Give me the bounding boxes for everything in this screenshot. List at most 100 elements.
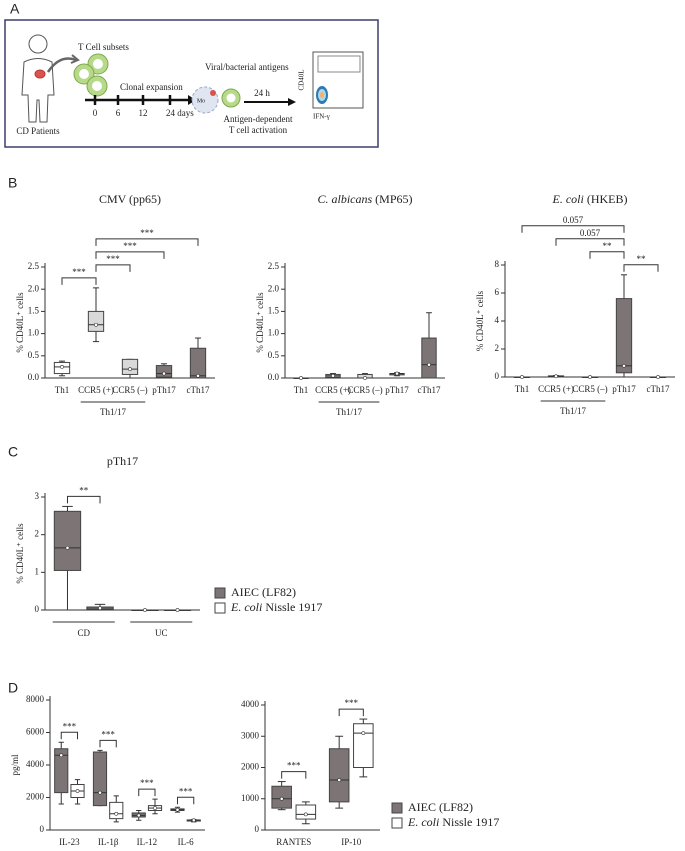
y-tick-label: 6 [495, 287, 500, 297]
y-tick-label: 2.0 [28, 283, 40, 293]
x-tick-label: CCR5 (+) [315, 385, 351, 395]
y-tick-label: 1.0 [268, 328, 280, 338]
significance-label: *** [345, 698, 359, 708]
median-point [59, 753, 64, 758]
y-tick-label: 1 [35, 566, 40, 576]
significance-label: *** [63, 721, 77, 731]
y-tick-label: 1.0 [28, 328, 40, 338]
median-point [191, 818, 196, 823]
legend-swatch [391, 802, 403, 814]
flow-y-label: CD40L [298, 70, 306, 91]
y-tick-label: 0.0 [28, 372, 40, 382]
chart-title-part: (HKEB) [584, 192, 628, 206]
monocyte-icon [191, 86, 241, 114]
chart-title: E. coli (HKEB) [552, 192, 628, 206]
legend-swatch [214, 587, 226, 599]
legend-label-part: Nissle 1917 [262, 600, 322, 614]
median-point [60, 364, 64, 369]
significance-bracket [99, 739, 117, 748]
significance-bracket [60, 731, 79, 740]
significance-bracket [589, 251, 625, 259]
box [54, 748, 69, 794]
patients-label: CD Patients [16, 126, 60, 136]
y-tick-label: 0 [40, 824, 45, 834]
x-tick-label: CD [77, 628, 90, 638]
significance-bracket [338, 708, 364, 717]
legend-label-part: E. coli [230, 600, 262, 614]
y-tick-label: 1.5 [28, 305, 40, 315]
legend-label-part: E. coli [407, 815, 439, 829]
significance-label: *** [140, 778, 154, 788]
median-point [98, 790, 102, 795]
x-tick-label: cTh17 [187, 385, 210, 395]
x-tick-label: UC [155, 628, 168, 638]
x-tick-label: CCR5 (–) [112, 385, 147, 395]
x-tick-label: CCR5 (+) [538, 384, 574, 394]
significance-label: 0.057 [563, 215, 584, 225]
significance-bracket [138, 788, 156, 797]
significance-label: *** [101, 729, 115, 739]
group-label: Th1/17 [100, 407, 126, 417]
x-tick-label: Th1 [55, 385, 70, 395]
x-tick-label: pTh17 [152, 385, 176, 395]
incubation-arrow [244, 98, 296, 106]
panel-letter: D [8, 680, 18, 696]
y-tick-label: 2 [35, 529, 40, 539]
y-tick-label: 2000 [241, 762, 260, 772]
box [87, 310, 105, 332]
y-tick-label: 0 [255, 824, 260, 834]
median-point [128, 367, 132, 372]
y-tick-label: 0 [35, 604, 40, 614]
legend-label: E. coli Nissle 1917 [230, 600, 322, 614]
box [92, 751, 108, 807]
timepoint: 12 [139, 108, 148, 118]
significance-label: *** [106, 254, 120, 264]
box [295, 804, 317, 820]
significance-bracket [95, 264, 131, 272]
chart-title-part: C. albicans [317, 192, 372, 206]
significance-label: 0.057 [580, 228, 601, 238]
y-tick-label: 2.5 [28, 261, 40, 271]
median-point [361, 731, 366, 736]
legend-label: E. coli Nissle 1917 [407, 815, 499, 829]
significance-bracket [95, 238, 199, 246]
y-tick-label: 4000 [241, 699, 260, 709]
group-label: Th1/17 [560, 406, 586, 416]
significance-bracket [555, 238, 625, 246]
x-tick-label: pTh17 [385, 385, 409, 395]
significance-label: *** [72, 267, 86, 277]
y-tick-label: 2.5 [268, 261, 280, 271]
median-point [196, 373, 200, 378]
y-tick-label: 0 [495, 371, 500, 381]
panel-letter: B [8, 175, 17, 191]
activation-label: T cell activation [229, 125, 288, 135]
y-axis-label: pg/ml [10, 754, 20, 776]
y-tick-label: 8 [495, 259, 500, 269]
box [53, 510, 82, 571]
expansion-label: Clonal expansion [120, 82, 183, 92]
box [121, 358, 139, 375]
median-point [588, 375, 592, 379]
legend-label-part: Nissle 1917 [439, 815, 499, 829]
significance-bracket [95, 251, 165, 259]
box [189, 347, 207, 379]
box [109, 801, 124, 820]
y-tick-label: 0.0 [268, 372, 280, 382]
x-tick-label: Th1 [294, 385, 309, 395]
significance-label: ** [637, 254, 647, 264]
median-point [331, 373, 335, 378]
x-tick-label: IL-23 [59, 837, 80, 847]
y-tick-label: 0.5 [268, 350, 280, 360]
timepoint: 6 [116, 108, 121, 118]
x-tick-label: CCR5 (–) [572, 384, 607, 394]
x-tick-label: IL-12 [137, 837, 158, 847]
significance-label: *** [140, 228, 154, 238]
box [421, 337, 437, 379]
significance-label: ** [603, 241, 613, 251]
y-tick-label: 2000 [26, 792, 45, 802]
antigens-label: Viral/bacterial antigens [205, 62, 289, 72]
median-point [136, 813, 141, 818]
y-axis-label: % CD40L⁺ cells [15, 523, 25, 584]
